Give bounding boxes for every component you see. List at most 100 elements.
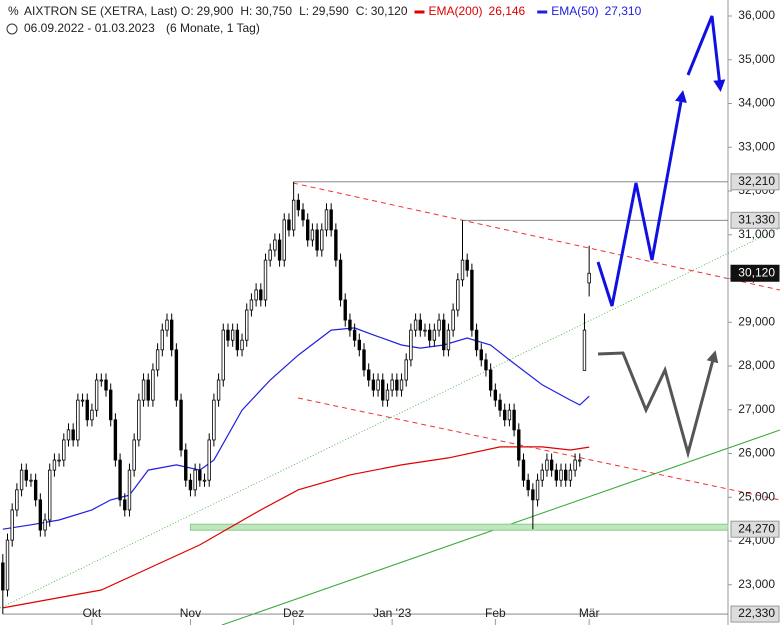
candle-body xyxy=(207,439,211,481)
level-box xyxy=(730,520,780,538)
candle-body xyxy=(193,469,197,491)
candle-body xyxy=(24,469,28,481)
candle-body xyxy=(76,399,80,441)
candle-body xyxy=(273,239,277,251)
candle-body xyxy=(545,459,549,471)
candle-body xyxy=(310,229,315,241)
candle-body xyxy=(165,319,169,331)
candle-body xyxy=(301,209,305,221)
candle-body xyxy=(451,309,455,331)
quote-key: L: xyxy=(299,4,309,18)
ema-line xyxy=(2,446,590,609)
candle-body xyxy=(296,199,301,211)
icon: % xyxy=(8,4,19,18)
candle-body xyxy=(15,489,19,511)
candle-body xyxy=(352,329,357,341)
candle-body xyxy=(474,329,479,351)
candle-body xyxy=(432,329,437,341)
trend-upper xyxy=(292,182,780,291)
level-box xyxy=(730,264,780,282)
candle-body xyxy=(324,209,329,231)
quote-key: O: xyxy=(181,4,194,18)
candle-body xyxy=(498,399,502,411)
candle-body xyxy=(465,259,469,271)
candle-body xyxy=(582,329,587,371)
y-tick-label: 35,000 xyxy=(738,52,775,66)
level-label: 32,210 xyxy=(738,174,775,188)
candle-body xyxy=(418,319,422,331)
blue-arrow xyxy=(596,90,687,307)
candle-body xyxy=(19,469,24,491)
y-tick-label: 28,000 xyxy=(738,358,775,372)
candle-body xyxy=(456,279,460,311)
candle-body xyxy=(99,379,104,382)
candle-body xyxy=(188,479,193,491)
x-tick-label: Nov xyxy=(180,606,201,620)
candle-body xyxy=(104,379,108,391)
title: AIXTRON SE (XETRA, Last) xyxy=(24,4,177,18)
level-label: 24,270 xyxy=(738,521,775,535)
candle-body xyxy=(48,469,52,521)
candle-body xyxy=(71,429,75,441)
candle-body xyxy=(90,409,94,421)
candle-body xyxy=(10,509,14,541)
candle-body xyxy=(564,469,568,481)
candle-body xyxy=(531,489,535,501)
candle-body xyxy=(118,459,122,501)
candle-body xyxy=(202,479,207,482)
forecast-arrows xyxy=(596,15,726,459)
candle-body xyxy=(517,429,521,461)
quote-value: 30,120 xyxy=(371,4,408,18)
candle-body xyxy=(43,519,47,531)
period: 06.09.2022 - 01.03.2023 xyxy=(24,21,155,35)
candle-body xyxy=(80,399,85,402)
candle-body xyxy=(470,269,474,331)
candle-body xyxy=(52,459,57,471)
candle-body xyxy=(109,389,113,421)
candle-body xyxy=(1,562,5,591)
candle-body xyxy=(409,329,413,361)
x-tick-label: Jan '23 xyxy=(373,606,412,620)
x-tick-label: Dez xyxy=(283,606,304,620)
quote-value: 29,590 xyxy=(312,4,349,18)
candle-body xyxy=(399,379,404,391)
candle-body xyxy=(94,379,99,411)
candle-body xyxy=(212,399,216,441)
candle-body xyxy=(306,219,310,241)
candle-body xyxy=(282,219,286,261)
y-tick-label: 34,000 xyxy=(738,96,775,110)
candle-body xyxy=(235,329,240,351)
level-label: 30,120 xyxy=(738,265,775,279)
candle-body xyxy=(132,439,136,471)
x-tick-label: Mär xyxy=(579,606,600,620)
candle-body xyxy=(230,329,235,341)
legend-value: 26,146 xyxy=(489,4,526,18)
candle-body xyxy=(535,479,540,501)
candle-body xyxy=(503,409,507,421)
candle-body xyxy=(146,379,150,401)
ema-line xyxy=(2,327,590,530)
candle-body xyxy=(254,289,258,301)
candle-body xyxy=(507,409,512,421)
candle-body xyxy=(249,299,254,311)
candle-body xyxy=(179,399,183,451)
y-tick-label: 23,000 xyxy=(738,577,775,591)
x-tick-label: Feb xyxy=(485,606,506,620)
trend-lower xyxy=(297,397,780,501)
candle-body xyxy=(66,429,71,441)
candle-body xyxy=(226,329,230,341)
candle-body xyxy=(423,329,427,332)
candle-body xyxy=(259,289,263,301)
candle-body xyxy=(554,469,559,481)
candle-body xyxy=(85,399,89,421)
candle-body xyxy=(216,379,221,401)
candle-body xyxy=(404,359,408,381)
clock-icon xyxy=(6,23,18,35)
candle-body xyxy=(174,349,179,401)
candle-body xyxy=(479,349,483,361)
legend-name: EMA(200) xyxy=(429,4,483,18)
y-tick-label: 36,000 xyxy=(738,8,775,22)
candle-body xyxy=(521,459,526,481)
candle-body xyxy=(184,449,188,481)
